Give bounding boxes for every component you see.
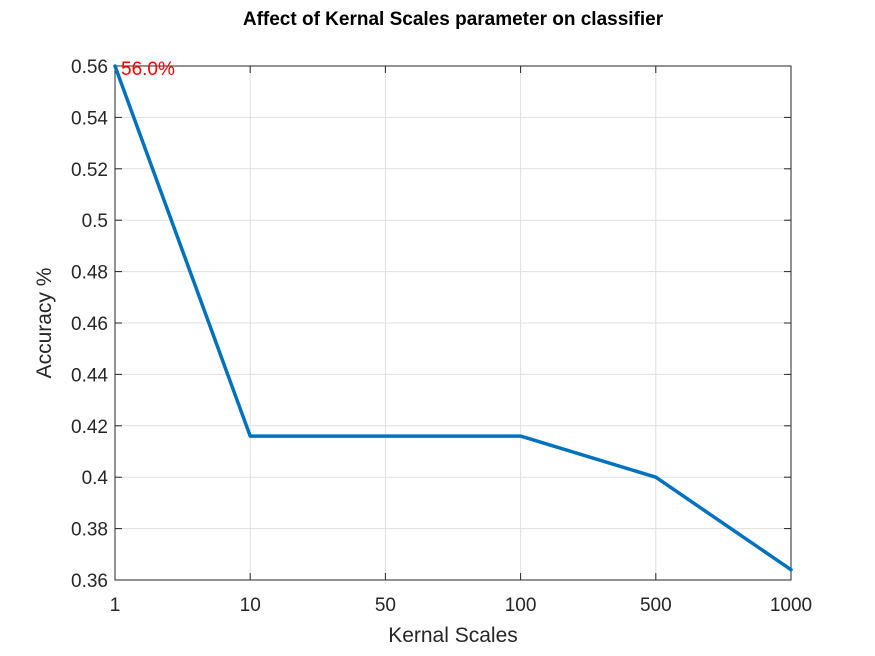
y-axis-label: Accuracy % [33,268,56,379]
data-point [654,475,658,479]
x-tick-labels: 1 10 50 100 500 1000 [110,595,812,616]
y-tick-label: 0.48 [71,263,108,284]
y-tick-label: 0.36 [71,571,108,592]
data-point [383,434,387,438]
data-point [519,434,523,438]
data-point [789,568,793,572]
x-tick-label: 100 [505,595,537,616]
series-layer [113,64,793,572]
y-tick-labels: 0.36 0.38 0.4 0.42 0.44 0.46 0.48 0.5 0.52 0.54 0.… [71,57,108,592]
data-label-peak: 56.0% [121,59,175,80]
x-axis-label: Kernal Scales [388,624,518,647]
y-tick-label: 0.42 [71,417,108,438]
y-tick-label: 0.4 [82,468,109,489]
y-tick-label: 0.54 [71,108,108,129]
chart-title: Affect of Kernal Scales parameter on cla… [243,9,664,30]
x-tick-label: 1 [110,595,121,616]
data-point [113,64,117,68]
y-tick-label: 0.38 [71,520,108,541]
y-tick-label: 0.44 [71,365,108,386]
tick-marks [114,65,792,581]
y-tick-label: 0.56 [71,57,108,78]
series-line [113,64,793,572]
x-tick-label: 50 [375,595,396,616]
y-tick-label: 0.46 [71,314,108,335]
x-tick-label: 500 [640,595,672,616]
x-tick-label: 10 [240,595,261,616]
data-point [248,434,252,438]
y-tick-label: 0.52 [71,160,108,181]
y-tick-label: 0.5 [82,211,108,232]
x-tick-label: 1000 [770,595,812,616]
